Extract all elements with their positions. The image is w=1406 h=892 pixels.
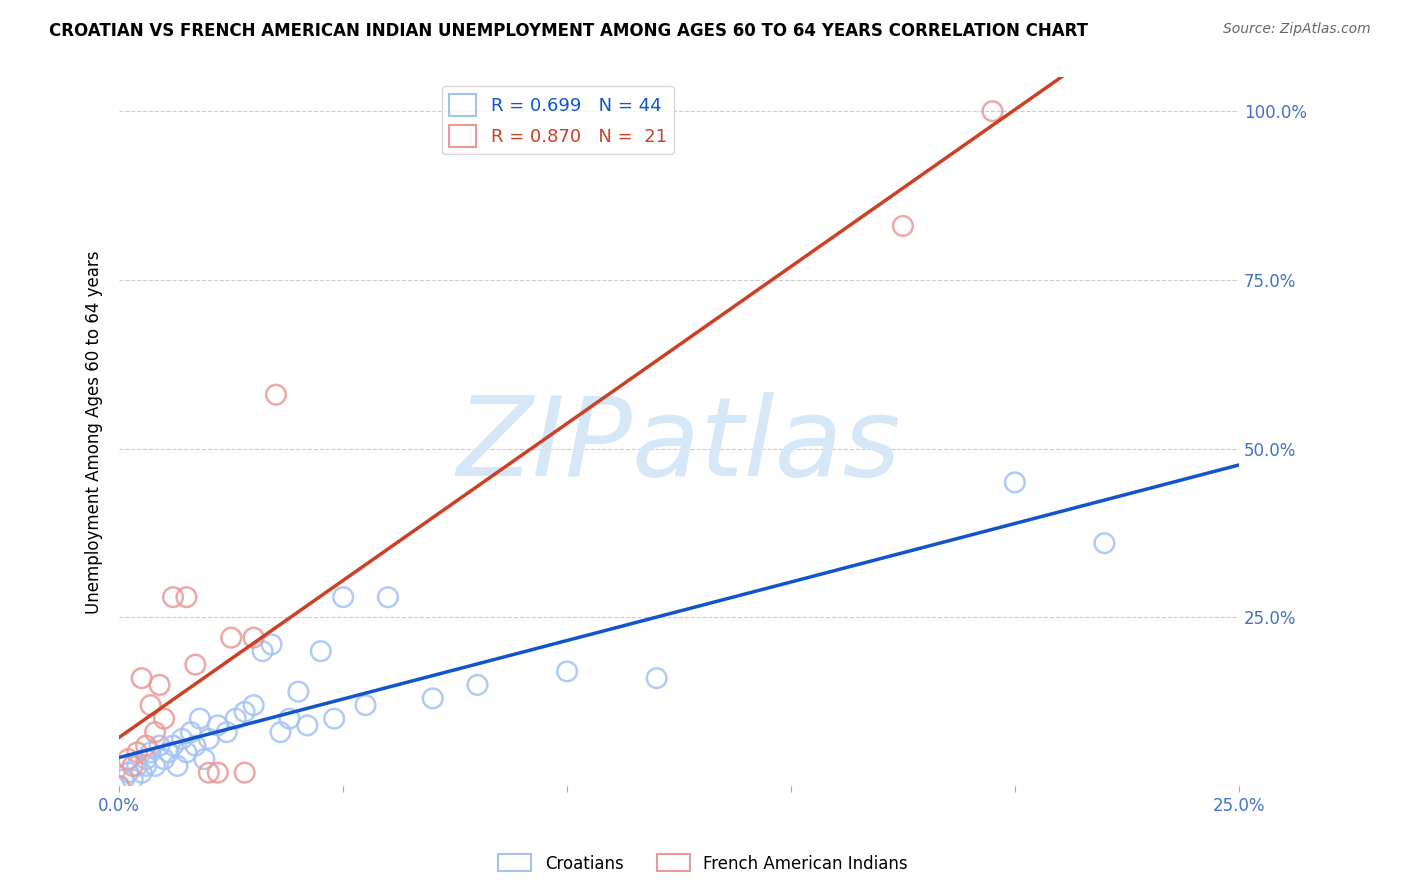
Point	[1094, 536, 1116, 550]
Point	[121, 772, 143, 787]
Point	[198, 765, 221, 780]
Point	[264, 387, 287, 401]
Point	[135, 759, 157, 773]
Point	[188, 712, 211, 726]
Point	[252, 644, 274, 658]
Point	[143, 725, 166, 739]
Point	[260, 637, 283, 651]
Point	[198, 731, 221, 746]
Point	[184, 739, 207, 753]
Point	[112, 772, 135, 787]
Point	[148, 678, 170, 692]
Point	[467, 678, 489, 692]
Point	[242, 631, 264, 645]
Point	[225, 712, 247, 726]
Point	[176, 590, 198, 604]
Point	[287, 684, 309, 698]
Text: ZIPatlas: ZIPatlas	[457, 392, 901, 500]
Point	[354, 698, 377, 713]
Point	[121, 759, 143, 773]
Text: Source: ZipAtlas.com: Source: ZipAtlas.com	[1223, 22, 1371, 37]
Legend: R = 0.699   N = 44, R = 0.870   N =  21: R = 0.699 N = 44, R = 0.870 N = 21	[441, 87, 673, 154]
Point	[219, 631, 242, 645]
Point	[309, 644, 332, 658]
Point	[242, 698, 264, 713]
Point	[117, 752, 139, 766]
Legend: Croatians, French American Indians: Croatians, French American Indians	[491, 847, 915, 880]
Point	[117, 765, 139, 780]
Point	[233, 765, 256, 780]
Point	[645, 671, 668, 685]
Point	[297, 718, 319, 732]
Point	[233, 705, 256, 719]
Point	[555, 665, 578, 679]
Point	[269, 725, 291, 739]
Point	[891, 219, 914, 233]
Point	[166, 759, 188, 773]
Point	[377, 590, 399, 604]
Point	[184, 657, 207, 672]
Point	[215, 725, 238, 739]
Point	[193, 752, 215, 766]
Point	[135, 739, 157, 753]
Point	[127, 759, 149, 773]
Point	[139, 698, 162, 713]
Point	[135, 752, 157, 766]
Text: CROATIAN VS FRENCH AMERICAN INDIAN UNEMPLOYMENT AMONG AGES 60 TO 64 YEARS CORREL: CROATIAN VS FRENCH AMERICAN INDIAN UNEMP…	[49, 22, 1088, 40]
Point	[1004, 475, 1026, 490]
Point	[180, 725, 202, 739]
Point	[108, 779, 131, 793]
Point	[422, 691, 444, 706]
Point	[332, 590, 354, 604]
Point	[139, 745, 162, 759]
Point	[127, 745, 149, 759]
Point	[170, 731, 193, 746]
Point	[108, 779, 131, 793]
Point	[981, 104, 1004, 119]
Y-axis label: Unemployment Among Ages 60 to 64 years: Unemployment Among Ages 60 to 64 years	[86, 250, 103, 614]
Point	[153, 712, 176, 726]
Point	[157, 745, 180, 759]
Point	[148, 739, 170, 753]
Point	[207, 718, 229, 732]
Point	[153, 752, 176, 766]
Point	[278, 712, 301, 726]
Point	[323, 712, 346, 726]
Point	[162, 739, 184, 753]
Point	[207, 765, 229, 780]
Point	[131, 671, 153, 685]
Point	[176, 745, 198, 759]
Point	[162, 590, 184, 604]
Point	[131, 765, 153, 780]
Point	[143, 759, 166, 773]
